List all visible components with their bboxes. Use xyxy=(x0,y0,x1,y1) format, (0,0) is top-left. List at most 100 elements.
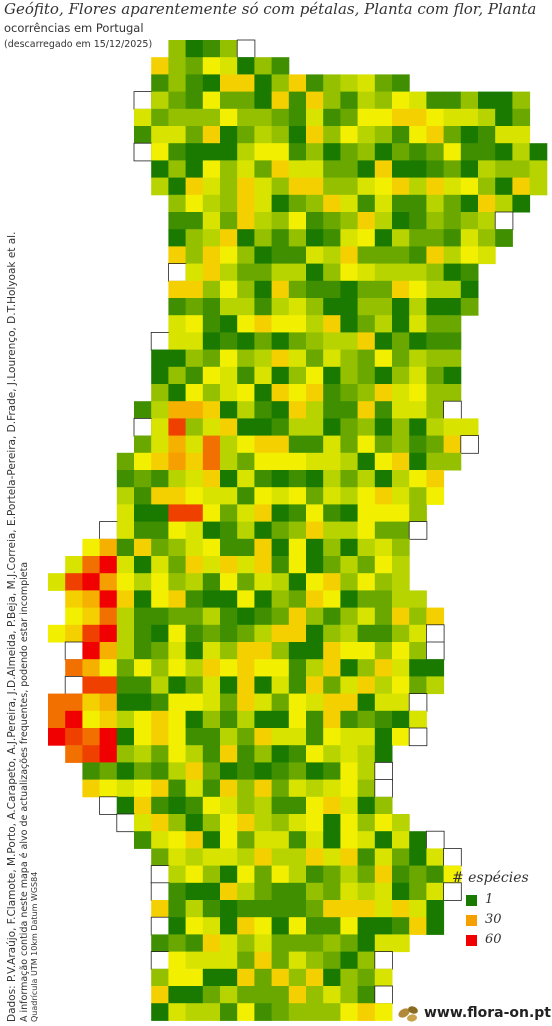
grid-cell xyxy=(340,332,359,351)
grid-cell xyxy=(409,710,427,729)
grid-cell xyxy=(425,624,445,643)
grid-cell xyxy=(409,435,427,454)
grid-cell xyxy=(168,796,187,815)
grid-cell xyxy=(254,401,273,419)
grid-cell xyxy=(374,504,393,523)
grid-cell xyxy=(409,865,427,884)
grid-cell xyxy=(116,710,135,729)
grid-cell xyxy=(306,538,324,557)
legend-swatch-high xyxy=(466,935,477,946)
grid-cell xyxy=(254,917,273,935)
grid-cell xyxy=(271,349,290,368)
grid-cell xyxy=(202,504,221,523)
grid-cell xyxy=(220,418,238,437)
grid-cell xyxy=(340,74,359,93)
grid-cell xyxy=(306,229,324,247)
grid-cell xyxy=(237,693,255,712)
grid-cell xyxy=(426,401,445,419)
grid-cell xyxy=(357,573,376,591)
grid-cell xyxy=(374,728,393,746)
grid-cell xyxy=(340,814,359,832)
grid-cell xyxy=(443,263,462,282)
grid-cell xyxy=(323,315,341,333)
grid-cell xyxy=(220,401,238,419)
grid-cell xyxy=(426,865,445,884)
grid-cell xyxy=(271,332,290,351)
logo-text[interactable]: www.flora-on.pt xyxy=(424,1005,551,1021)
grid-cell xyxy=(151,831,169,849)
grid-cell xyxy=(392,556,410,574)
grid-cell xyxy=(306,401,324,419)
grid-cell xyxy=(374,384,393,402)
grid-cell xyxy=(202,848,221,867)
grid-cell xyxy=(357,710,376,729)
grid-cell xyxy=(116,728,135,746)
grid-cell xyxy=(202,745,221,763)
grid-cell xyxy=(443,332,462,351)
grid-cell xyxy=(374,470,393,488)
grid-cell xyxy=(323,504,341,523)
grid-cell xyxy=(134,779,152,798)
grid-cell xyxy=(426,160,445,179)
grid-cell xyxy=(65,745,83,763)
grid-cell xyxy=(202,74,221,93)
grid-cell xyxy=(426,332,445,351)
grid-cell xyxy=(202,246,221,265)
grid-cell xyxy=(237,968,255,987)
grid-cell xyxy=(340,521,359,540)
grid-cell xyxy=(185,814,204,832)
grid-cell xyxy=(460,418,479,437)
grid-cell xyxy=(426,246,445,265)
grid-cell xyxy=(374,177,393,196)
grid-cell xyxy=(323,332,341,351)
grid-cell xyxy=(168,624,187,643)
grid-cell xyxy=(409,91,427,110)
grid-cell xyxy=(271,676,290,695)
grid-cell xyxy=(185,573,204,591)
grid-cell xyxy=(357,246,376,265)
grid-cell xyxy=(116,779,135,798)
grid-cell xyxy=(220,573,238,591)
grid-cell xyxy=(323,194,341,213)
grid-cell xyxy=(65,710,83,729)
grid-cell xyxy=(150,882,170,901)
grid-cell xyxy=(220,676,238,695)
grid-cell xyxy=(202,573,221,591)
grid-cell xyxy=(151,728,169,746)
grid-cell xyxy=(254,521,273,540)
grid-cell xyxy=(426,126,445,144)
grid-cell xyxy=(168,229,187,247)
grid-cell xyxy=(426,487,445,505)
grid-cell xyxy=(168,882,187,901)
grid-cell xyxy=(392,470,410,488)
grid-cell xyxy=(254,865,273,884)
grid-cell xyxy=(116,693,135,712)
grid-cell xyxy=(443,212,462,230)
grid-cell xyxy=(220,504,238,523)
grid-cell xyxy=(323,384,341,402)
grid-cell xyxy=(254,487,273,505)
grid-cell xyxy=(185,934,204,953)
grid-cell xyxy=(185,693,204,712)
grid-cell xyxy=(220,900,238,918)
grid-cell xyxy=(220,452,238,471)
grid-cell xyxy=(426,229,445,247)
grid-cell xyxy=(409,384,427,402)
grid-cell xyxy=(306,177,324,196)
grid-cell xyxy=(168,865,187,884)
grid-cell xyxy=(306,986,324,1004)
grid-cell xyxy=(271,435,290,454)
grid-cell xyxy=(340,263,359,282)
grid-cell xyxy=(134,126,152,144)
grid-cell xyxy=(271,470,290,488)
grid-cell xyxy=(443,435,462,454)
grid-cell xyxy=(392,814,410,832)
grid-cell xyxy=(168,573,187,591)
grid-cell xyxy=(168,779,187,798)
grid-cell xyxy=(271,779,290,798)
grid-cell xyxy=(185,728,204,746)
grid-cell xyxy=(168,315,187,333)
grid-cell xyxy=(254,814,273,832)
grid-cell xyxy=(220,108,238,127)
grid-cell xyxy=(323,779,341,798)
